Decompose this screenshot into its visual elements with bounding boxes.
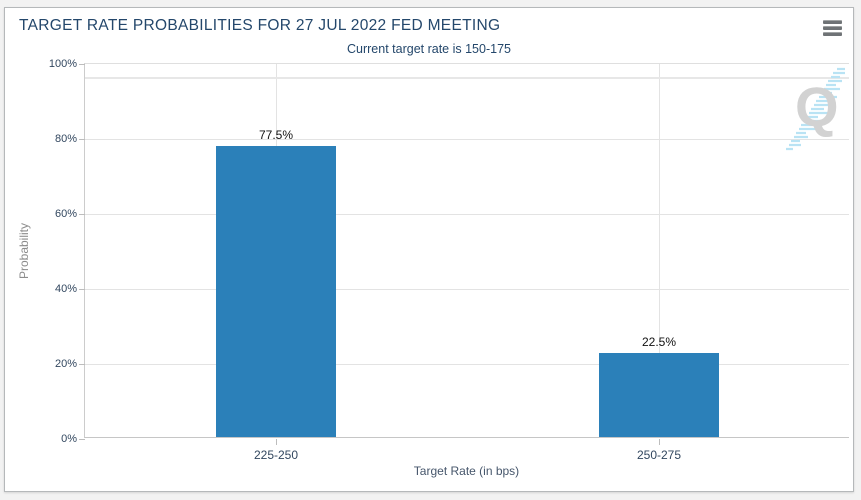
chart-subtitle: Current target rate is 150-175 [347,42,511,56]
bar-250-275[interactable] [599,353,719,437]
y-tick-label: 40% [54,283,77,295]
quikstrike-watermark: Q [777,67,861,197]
x-axis-title: Target Rate (in bps) [413,464,520,478]
y-tick-label: 20% [54,358,77,370]
bar-value-label: 77.5% [258,128,294,142]
x-tick-mark [659,439,660,445]
plot-area: Q 0% 20% 40% 60% 80% 100% 77.5% 225-250 22.5% 250… [49,58,849,462]
y-tick-label: 0% [61,433,77,445]
y-gridline [85,214,849,215]
y-tick-label: 80% [54,133,77,145]
y-gridline [85,364,849,365]
y-tick-mark [79,64,85,65]
fedwatch-chart-widget: TARGET RATE PROBABILITIES FOR 27 JUL 202… [4,7,854,492]
x-tick-label: 225-250 [253,448,299,462]
y-tick-mark [79,364,85,365]
y-tick-mark [79,439,85,440]
chart-context-menu-button[interactable] [821,18,844,40]
hamburger-menu-icon [823,20,842,36]
x-tick-mark [276,439,277,445]
bar-value-label: 22.5% [641,335,677,349]
watermark-q-letter: Q [795,75,839,138]
x-tick-label: 250-275 [636,448,682,462]
y-tick-mark [79,139,85,140]
y-tick-label: 60% [54,208,77,220]
watermark-streak-icon [786,67,845,151]
bar-225-250[interactable] [216,146,336,437]
chart-title: TARGET RATE PROBABILITIES FOR 27 JUL 202… [19,17,501,34]
y-axis-title: Probability [17,222,32,280]
y-tick-mark [79,214,85,215]
y-tick-mark [79,289,85,290]
x-gridline [659,64,660,437]
y-gridline [85,289,849,290]
probability-bar-chart: Probability Q 0% 20% 40% 60% 80% 100% 77.5% 225… [5,8,855,493]
y-gridline [85,139,849,140]
y-tick-label: 100% [48,58,77,70]
